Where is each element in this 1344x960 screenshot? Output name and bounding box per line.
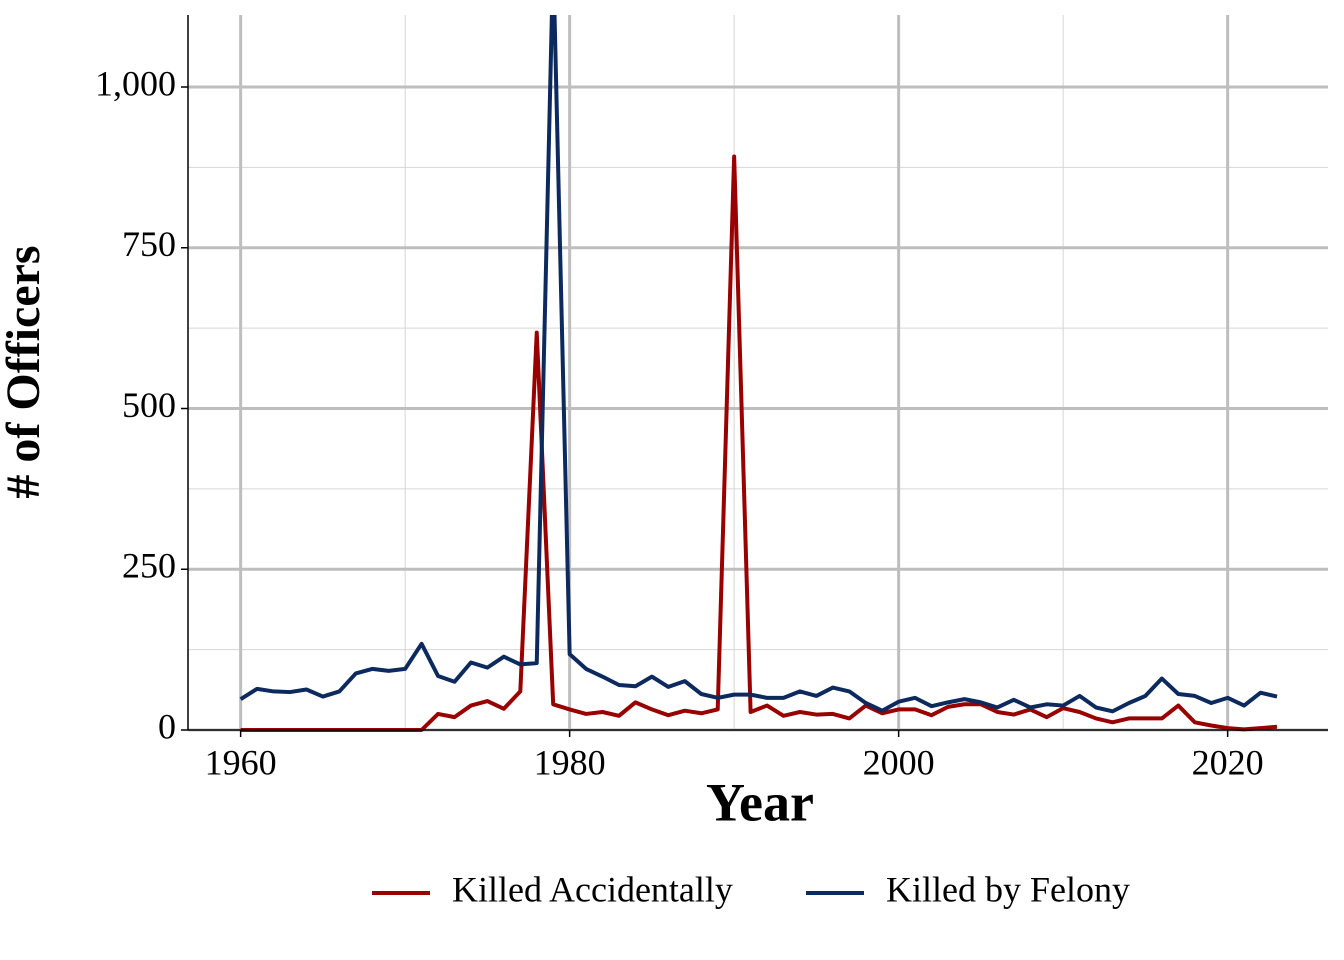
legend: Killed Accidentally Killed by Felony (372, 869, 1130, 909)
y-tick-label: 250 (122, 546, 176, 586)
series-line (239, 15, 1278, 714)
series-line (240, 154, 1278, 732)
lines (239, 15, 1278, 732)
legend-label: Killed Accidentally (452, 869, 733, 909)
x-tick-label: 1960 (205, 742, 277, 782)
x-tick-label: 2020 (1192, 742, 1264, 782)
y-tick-label: 1,000 (95, 63, 176, 103)
x-axis-title: Year (706, 772, 814, 832)
x-tick-label: 2000 (863, 742, 935, 782)
y-tick-label: 750 (122, 224, 176, 264)
legend-label: Killed by Felony (886, 869, 1130, 909)
x-tick-label: 1980 (534, 742, 606, 782)
y-tick-label: 0 (158, 706, 176, 746)
grid (188, 15, 1328, 732)
axes: 1960 1980 2000 2020 0 250 500 750 1,000 (95, 15, 1328, 782)
y-tick-label: 500 (122, 385, 176, 425)
y-axis-title: # of Officers (0, 245, 50, 498)
